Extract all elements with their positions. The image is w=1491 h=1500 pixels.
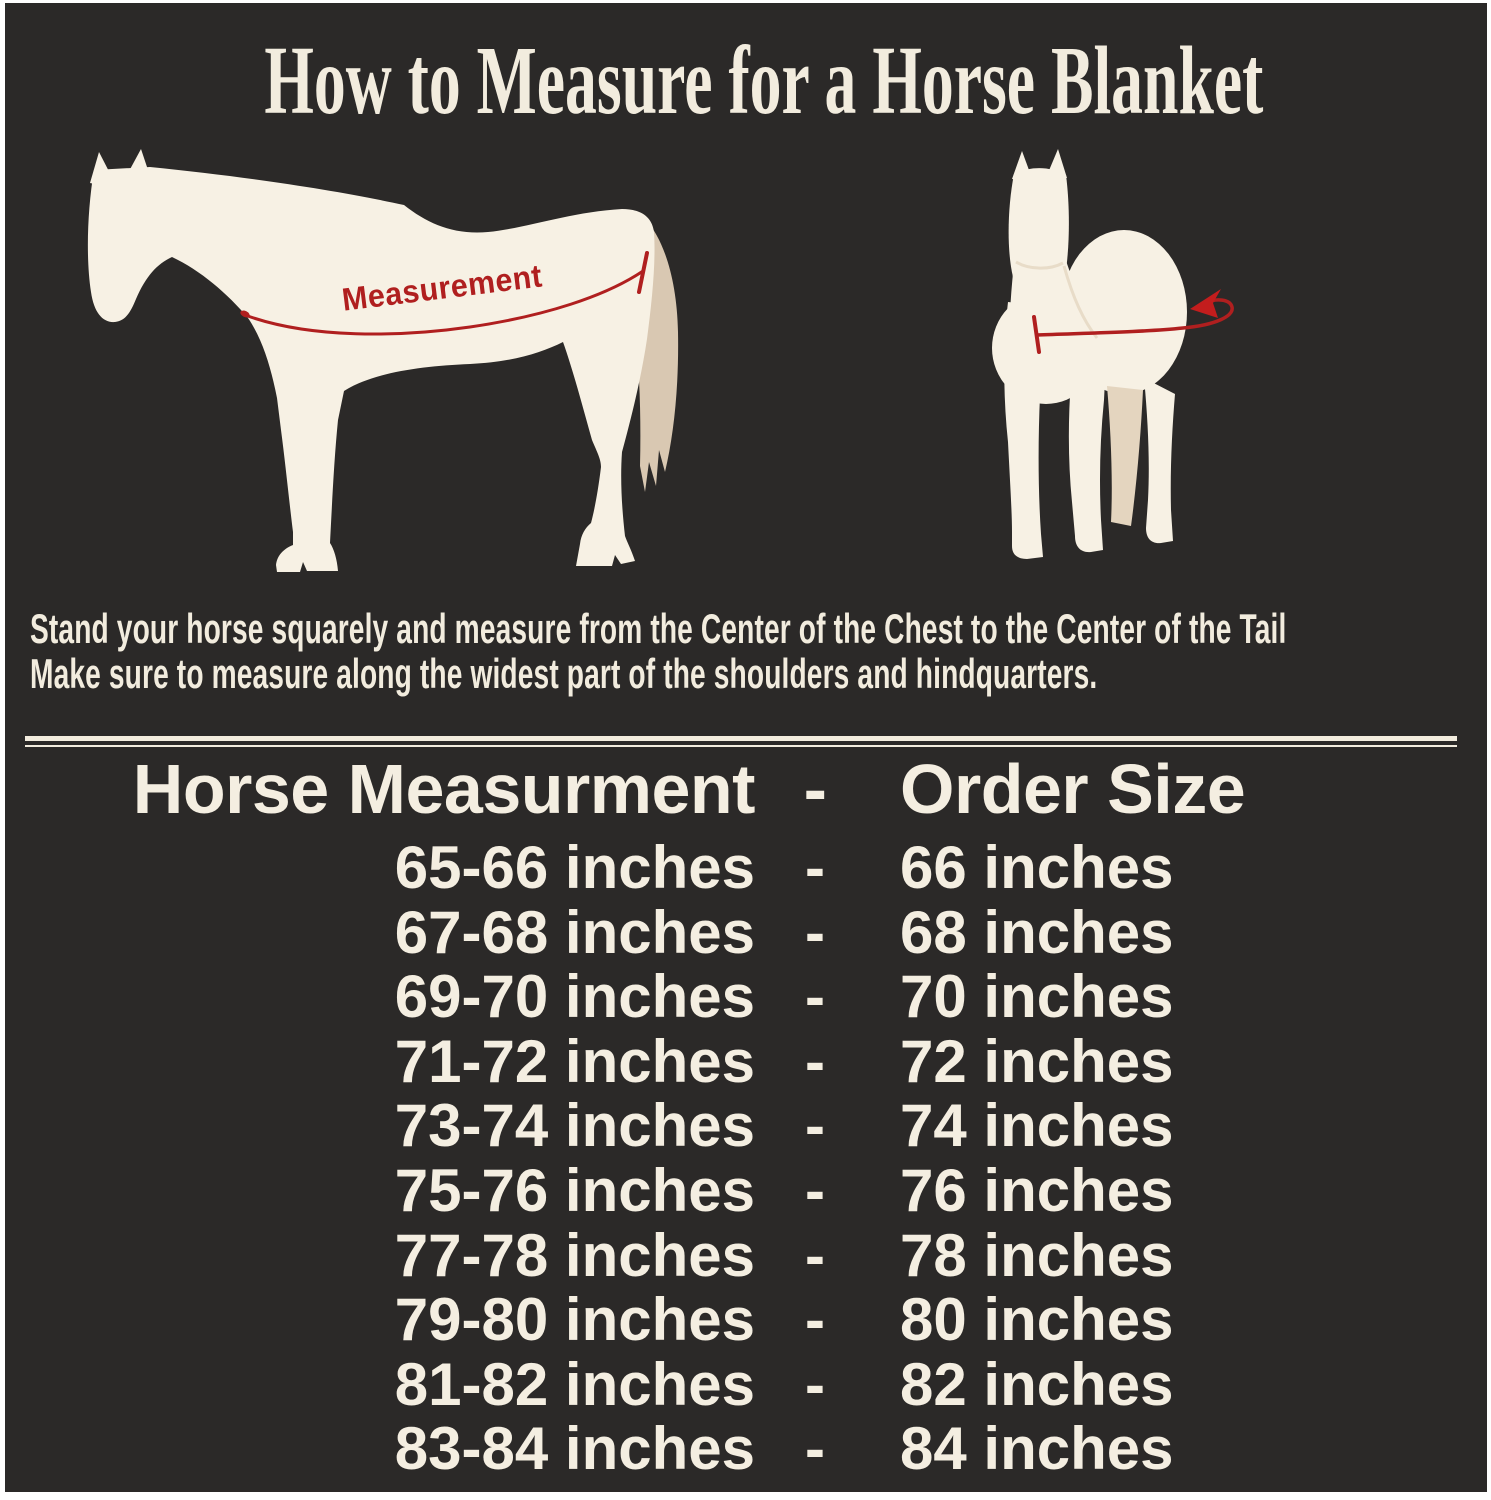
row-size-value: 78 inches: [900, 1221, 1174, 1289]
side-horse-measurement-line: [240, 251, 649, 336]
horse-front-leg: [1068, 380, 1105, 553]
row-measurement-value: 77-78 inches: [394, 1221, 755, 1289]
row-size-value: 68 inches: [900, 898, 1174, 966]
row-measurement-value: 79-80 inches: [394, 1286, 755, 1354]
horse-front-leg: [1004, 302, 1043, 559]
row-measurement-value: 65-66 inches: [394, 834, 755, 901]
table-row: 75-76 inches - 76 inches: [5, 1156, 1487, 1224]
horse-body: [87, 167, 655, 572]
row-size-value: 66 inches: [900, 834, 1174, 901]
arrowhead-icon: [1190, 289, 1221, 318]
row-size-value: 80 inches: [900, 1286, 1174, 1354]
row-separator: -: [805, 1156, 825, 1224]
row-measurement-value: 83-84 inches: [394, 1415, 755, 1483]
instructions-line-2: Make sure to measure along the widest pa…: [30, 650, 1098, 697]
front-view-horse-illustration: [992, 149, 1234, 559]
row-size-value: 70 inches: [900, 963, 1174, 1031]
measure-curve: [244, 269, 644, 336]
table-row: 69-70 inches - 70 inches: [5, 965, 1487, 1030]
measure-loop-line: [1036, 298, 1234, 337]
measure-end-tick: [637, 251, 649, 294]
horse-illustrations: [87, 149, 1234, 572]
row-separator: -: [805, 1415, 825, 1483]
instructions-line-1: Stand your horse squarely and measure fr…: [30, 605, 1287, 652]
table-row: 67-68 inches - 68 inches: [5, 898, 1487, 966]
row-measurement-value: 69-70 inches: [394, 963, 755, 1031]
instructions: Stand your horse squarely and measure fr…: [30, 606, 1286, 696]
row-size-value: 84 inches: [900, 1415, 1174, 1483]
row-separator: -: [805, 1350, 825, 1418]
section-divider: [25, 736, 1457, 747]
header-separator: -: [803, 750, 827, 828]
row-separator: -: [805, 963, 825, 1031]
row-measurement-value: 81-82 inches: [394, 1350, 755, 1418]
row-measurement-value: 73-74 inches: [394, 1092, 755, 1160]
row-measurement-value: 75-76 inches: [394, 1156, 755, 1224]
table-row: 83-84 inches - 84 inches: [5, 1417, 1487, 1482]
infographic-canvas: How to Measure for a Horse Blanket: [5, 3, 1487, 1492]
header-size-column: Order Size: [900, 750, 1246, 828]
table-row: 73-74 inches - 74 inches: [5, 1094, 1487, 1159]
table-row: 81-82 inches - 82 inches: [5, 1350, 1487, 1418]
row-measurement-value: 71-72 inches: [394, 1027, 755, 1095]
horse-hind-leg-shade: [1107, 386, 1143, 526]
row-measurement-value: 67-68 inches: [394, 898, 755, 966]
table-row: 71-72 inches - 72 inches: [5, 1027, 1487, 1095]
row-separator: -: [805, 1092, 825, 1160]
size-table-header: Horse Measurment - Order Size: [5, 750, 1487, 828]
horse-contour-line: [1015, 260, 1064, 270]
table-row: 79-80 inches - 80 inches: [5, 1288, 1487, 1353]
page-title: How to Measure for a Horse Blanket: [264, 27, 1264, 135]
horse-barrel: [1061, 230, 1187, 394]
measure-start-tick: [1032, 315, 1041, 354]
header-measurement-column: Horse Measurment: [132, 750, 756, 828]
row-separator: -: [805, 834, 825, 901]
row-separator: -: [805, 1027, 825, 1095]
table-row: 77-78 inches - 78 inches: [5, 1221, 1487, 1289]
table-row: 65-66 inches - 66 inches: [5, 834, 1487, 901]
side-view-horse-illustration: [87, 149, 679, 572]
row-size-value: 72 inches: [900, 1027, 1174, 1095]
size-table-rows: 65-66 inches - 66 inches 67-68 inches - …: [5, 834, 1487, 1482]
row-separator: -: [805, 1221, 825, 1289]
row-size-value: 74 inches: [900, 1092, 1174, 1160]
front-horse-measuring-tape: [1032, 289, 1234, 354]
row-separator: -: [805, 898, 825, 966]
horse-hind-leg: [1144, 378, 1175, 544]
row-size-value: 76 inches: [900, 1156, 1174, 1224]
row-separator: -: [805, 1286, 825, 1354]
row-size-value: 82 inches: [900, 1350, 1174, 1418]
